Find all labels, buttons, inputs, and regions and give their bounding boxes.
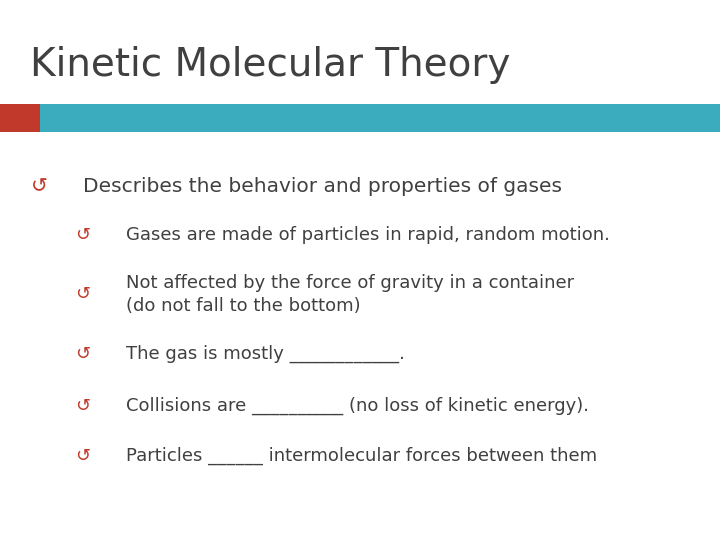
Text: Describes the behavior and properties of gases: Describes the behavior and properties of… bbox=[83, 177, 562, 196]
Text: The gas is mostly ____________.: The gas is mostly ____________. bbox=[126, 345, 405, 363]
Text: ↺: ↺ bbox=[75, 345, 91, 363]
Text: Particles ______ intermolecular forces between them: Particles ______ intermolecular forces b… bbox=[126, 447, 597, 465]
Text: Not affected by the force of gravity in a container
(do not fall to the bottom): Not affected by the force of gravity in … bbox=[126, 273, 574, 315]
Text: ↺: ↺ bbox=[75, 447, 91, 465]
Text: ↺: ↺ bbox=[75, 285, 91, 303]
Text: Kinetic Molecular Theory: Kinetic Molecular Theory bbox=[30, 46, 510, 84]
Text: ↺: ↺ bbox=[75, 226, 91, 244]
Text: ↺: ↺ bbox=[75, 397, 91, 415]
Text: ↺: ↺ bbox=[31, 177, 48, 196]
Text: Collisions are __________ (no loss of kinetic energy).: Collisions are __________ (no loss of ki… bbox=[126, 397, 589, 415]
Text: Gases are made of particles in rapid, random motion.: Gases are made of particles in rapid, ra… bbox=[126, 226, 610, 244]
